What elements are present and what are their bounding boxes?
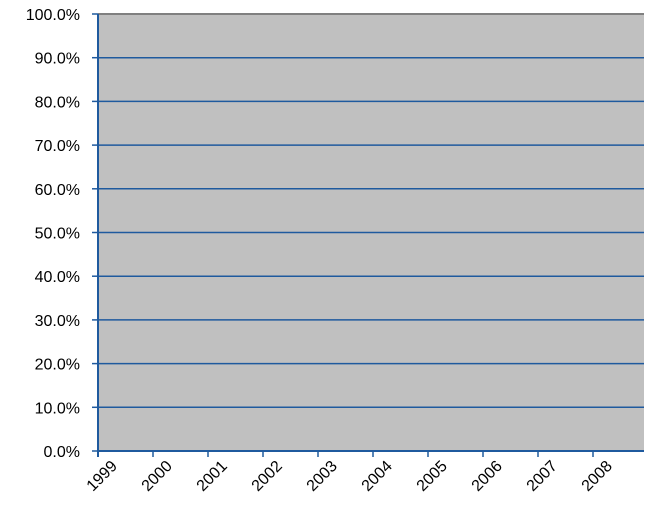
gridlines [92, 13, 644, 452]
x-tick-label-2003: 2003 [304, 458, 341, 495]
y-tick-label-10: 100.0% [26, 7, 80, 24]
y-tick-labels: 0.0% 10.0% 20.0% 30.0% 40.0% 50.0% 60.0% 70.0% 8… [26, 7, 80, 461]
y-tick-label-4: 40.0% [35, 269, 80, 286]
x-tick-label-1999: 1999 [84, 458, 121, 495]
x-tick-label-2006: 2006 [469, 458, 506, 495]
axes [97, 14, 644, 457]
x-tick-label-2005: 2005 [414, 458, 451, 495]
y-tick-label-6: 60.0% [35, 182, 80, 199]
y-tick-label-9: 90.0% [35, 51, 80, 68]
x-tick-label-2008: 2008 [579, 458, 616, 495]
y-tick-label-8: 80.0% [35, 94, 80, 111]
x-tick-label-2002: 2002 [249, 458, 286, 495]
y-tick-label-3: 30.0% [35, 313, 80, 330]
y-tick-label-2: 20.0% [35, 357, 80, 374]
x-tick-labels: 1999 2000 2001 2002 2003 2004 2005 2006 2007 2008 [84, 458, 616, 495]
x-tick-label-2000: 2000 [139, 458, 176, 495]
y-tick-label-7: 70.0% [35, 138, 80, 155]
x-tick-label-2004: 2004 [359, 458, 396, 495]
x-tick-label-2001: 2001 [194, 458, 231, 495]
y-tick-label-0: 0.0% [44, 444, 80, 461]
y-tick-label-1: 10.0% [35, 400, 80, 417]
x-tick-label-2007: 2007 [524, 458, 561, 495]
y-tick-label-5: 50.0% [35, 226, 80, 243]
